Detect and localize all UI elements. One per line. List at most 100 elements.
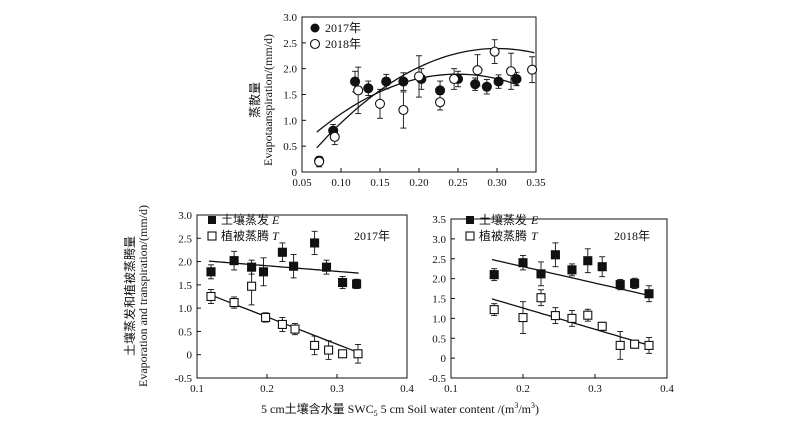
br-s1-point <box>550 311 560 321</box>
top-ytick-label: 3.0 <box>283 12 297 24</box>
top-xtick-label: 0.15 <box>370 177 390 189</box>
br-s0-point <box>630 278 640 288</box>
bl-s0-point <box>352 279 362 289</box>
br-s1-point <box>597 321 607 331</box>
br-s1-point <box>630 339 640 349</box>
bl-s0-point <box>258 267 269 277</box>
br-year-label: 2018年 <box>614 229 650 243</box>
bl-ytick-label: 2.5 <box>178 233 192 245</box>
bl-year-label: 2017年 <box>354 229 390 243</box>
top-ylabel-en: Evapotaanspiration/(mm/d) <box>261 34 275 166</box>
legend-2017-marker <box>310 23 320 33</box>
bl-s1-point <box>247 281 257 291</box>
br-s0-point <box>518 258 528 268</box>
top-s1-point <box>353 85 364 96</box>
br-legend: 土壤蒸发 E 植被蒸腾 T <box>465 212 539 243</box>
br-ytick-label: 1.5 <box>432 294 446 306</box>
top-s1-point <box>314 156 325 167</box>
br-s1-point <box>583 310 593 320</box>
br-ytick-label: 1.0 <box>432 313 446 325</box>
bl-ylabel-en: Evaporation and transpiration/(mm/d) <box>136 205 150 387</box>
bl-ytick-label: 0.5 <box>178 326 192 338</box>
br-ytick-label: 0.5 <box>432 333 446 345</box>
br-ytick-label: 2.0 <box>432 274 446 286</box>
bl-s1-point <box>324 345 334 355</box>
br-xtick-label: 0.1 <box>444 383 458 395</box>
bl-xtick-label: 0.2 <box>260 383 274 395</box>
br-s0-point <box>597 262 607 272</box>
top-fit-line-1 <box>316 47 535 149</box>
top-s0-point <box>481 81 492 92</box>
br-xtick-label: 0.4 <box>660 383 674 395</box>
top-xtick-label: 0.10 <box>331 177 351 189</box>
legend-2017-label: 2017年 <box>325 21 361 35</box>
bottom-left-chart: 0.1 0.2 0.3 0.4 -0.5 0 0.5 1.0 1.5 2.0 2.5 3.0 土壤蒸发… <box>122 205 414 395</box>
shared-xlabel-sub: 5 <box>374 409 378 418</box>
top-xtick-label: 0.30 <box>487 177 507 189</box>
top-xtick-label: 0.25 <box>448 177 468 189</box>
bl-ytick-label: 1.5 <box>178 280 192 292</box>
br-s0-point <box>536 269 546 279</box>
bl-s1-point <box>338 349 348 359</box>
br-s0-point <box>550 250 560 260</box>
top-s0-point <box>511 73 522 85</box>
br-legend-t-marker <box>465 231 475 241</box>
bl-plot-frame <box>196 214 408 379</box>
br-xtick-label: 0.2 <box>516 383 530 395</box>
shared-xlabel-en: 5 cm Soil water content /(m <box>378 402 515 416</box>
bl-xtick-label: 0.1 <box>190 383 204 395</box>
bl-ytick-label: 1.0 <box>178 303 192 315</box>
top-xtick-label: 0.20 <box>409 177 429 189</box>
br-s1-point <box>518 313 528 323</box>
bl-s0-point <box>229 256 239 266</box>
top-s1-point <box>435 97 446 108</box>
bl-s1-point <box>277 319 287 329</box>
top-ytick-label: 0.5 <box>283 141 297 153</box>
br-s0-point <box>615 280 625 290</box>
top-s1-point <box>413 71 425 82</box>
top-s1-point <box>449 73 460 85</box>
bl-s1-point <box>206 291 216 302</box>
top-xtick-label: 0.35 <box>526 177 546 189</box>
bl-s1-point <box>261 312 271 323</box>
top-s0-point <box>493 76 504 87</box>
bl-legend-e-marker <box>208 216 216 224</box>
bl-legend-t-symbol: T <box>272 229 280 243</box>
top-xtick-label: 0.05 <box>292 177 312 189</box>
bl-ylabel-cn: 土壤蒸发和植被蒸腾量 <box>122 236 137 356</box>
top-s1-point <box>472 65 483 76</box>
shared-xlabel-main: 5 cm土壤含水量 SWC <box>261 401 374 416</box>
br-s1-point <box>644 340 654 350</box>
bl-s0-point <box>321 262 332 272</box>
top-chart: 0.05 0.10 0.15 0.20 0.25 0.30 0.35 0 0.5 1.0 1.5 2.… <box>247 12 546 189</box>
br-legend-e-label: 土壤蒸发 <box>479 212 527 227</box>
br-s0-point <box>583 256 593 266</box>
br-legend-e-symbol: E <box>530 213 539 227</box>
top-legend: 2017年 2018年 <box>309 21 361 51</box>
top-s1-point <box>398 104 409 116</box>
br-s1-point <box>615 340 625 350</box>
legend-2018-marker <box>309 38 321 50</box>
bl-s0-point <box>289 261 299 271</box>
top-ylabel-cn: 蒸散量 <box>247 82 262 118</box>
legend-2018-label: 2018年 <box>325 37 361 51</box>
bl-legend-t-marker <box>207 231 217 241</box>
br-ytick-label: 3.0 <box>432 234 446 246</box>
bl-ytick-label: 3.0 <box>178 210 192 222</box>
br-xtick-label: 0.3 <box>588 383 602 395</box>
top-s1-point <box>505 66 517 77</box>
bl-s0-point <box>310 238 320 248</box>
bl-s0-point <box>277 247 287 257</box>
br-legend-t-label: 植被蒸腾 <box>479 228 527 243</box>
bottom-right-chart: 0.1 0.2 0.3 0.4 -0.5 0 0.5 1.0 1.5 2.0 2.5 3.0 3.5 2… <box>429 212 675 395</box>
bl-ytick-label: 0 <box>187 350 193 362</box>
bl-ytick-label: -0.5 <box>175 373 193 385</box>
bl-xtick-label: 0.4 <box>400 383 414 395</box>
bl-s1-point <box>229 298 239 308</box>
br-ytick-label: -0.5 <box>429 373 447 385</box>
top-s1-point <box>329 131 340 142</box>
bl-s1-point <box>310 340 320 350</box>
shared-xlabel-sup2: 3 <box>531 401 535 410</box>
shared-xlabel-mid: /m <box>518 402 531 416</box>
